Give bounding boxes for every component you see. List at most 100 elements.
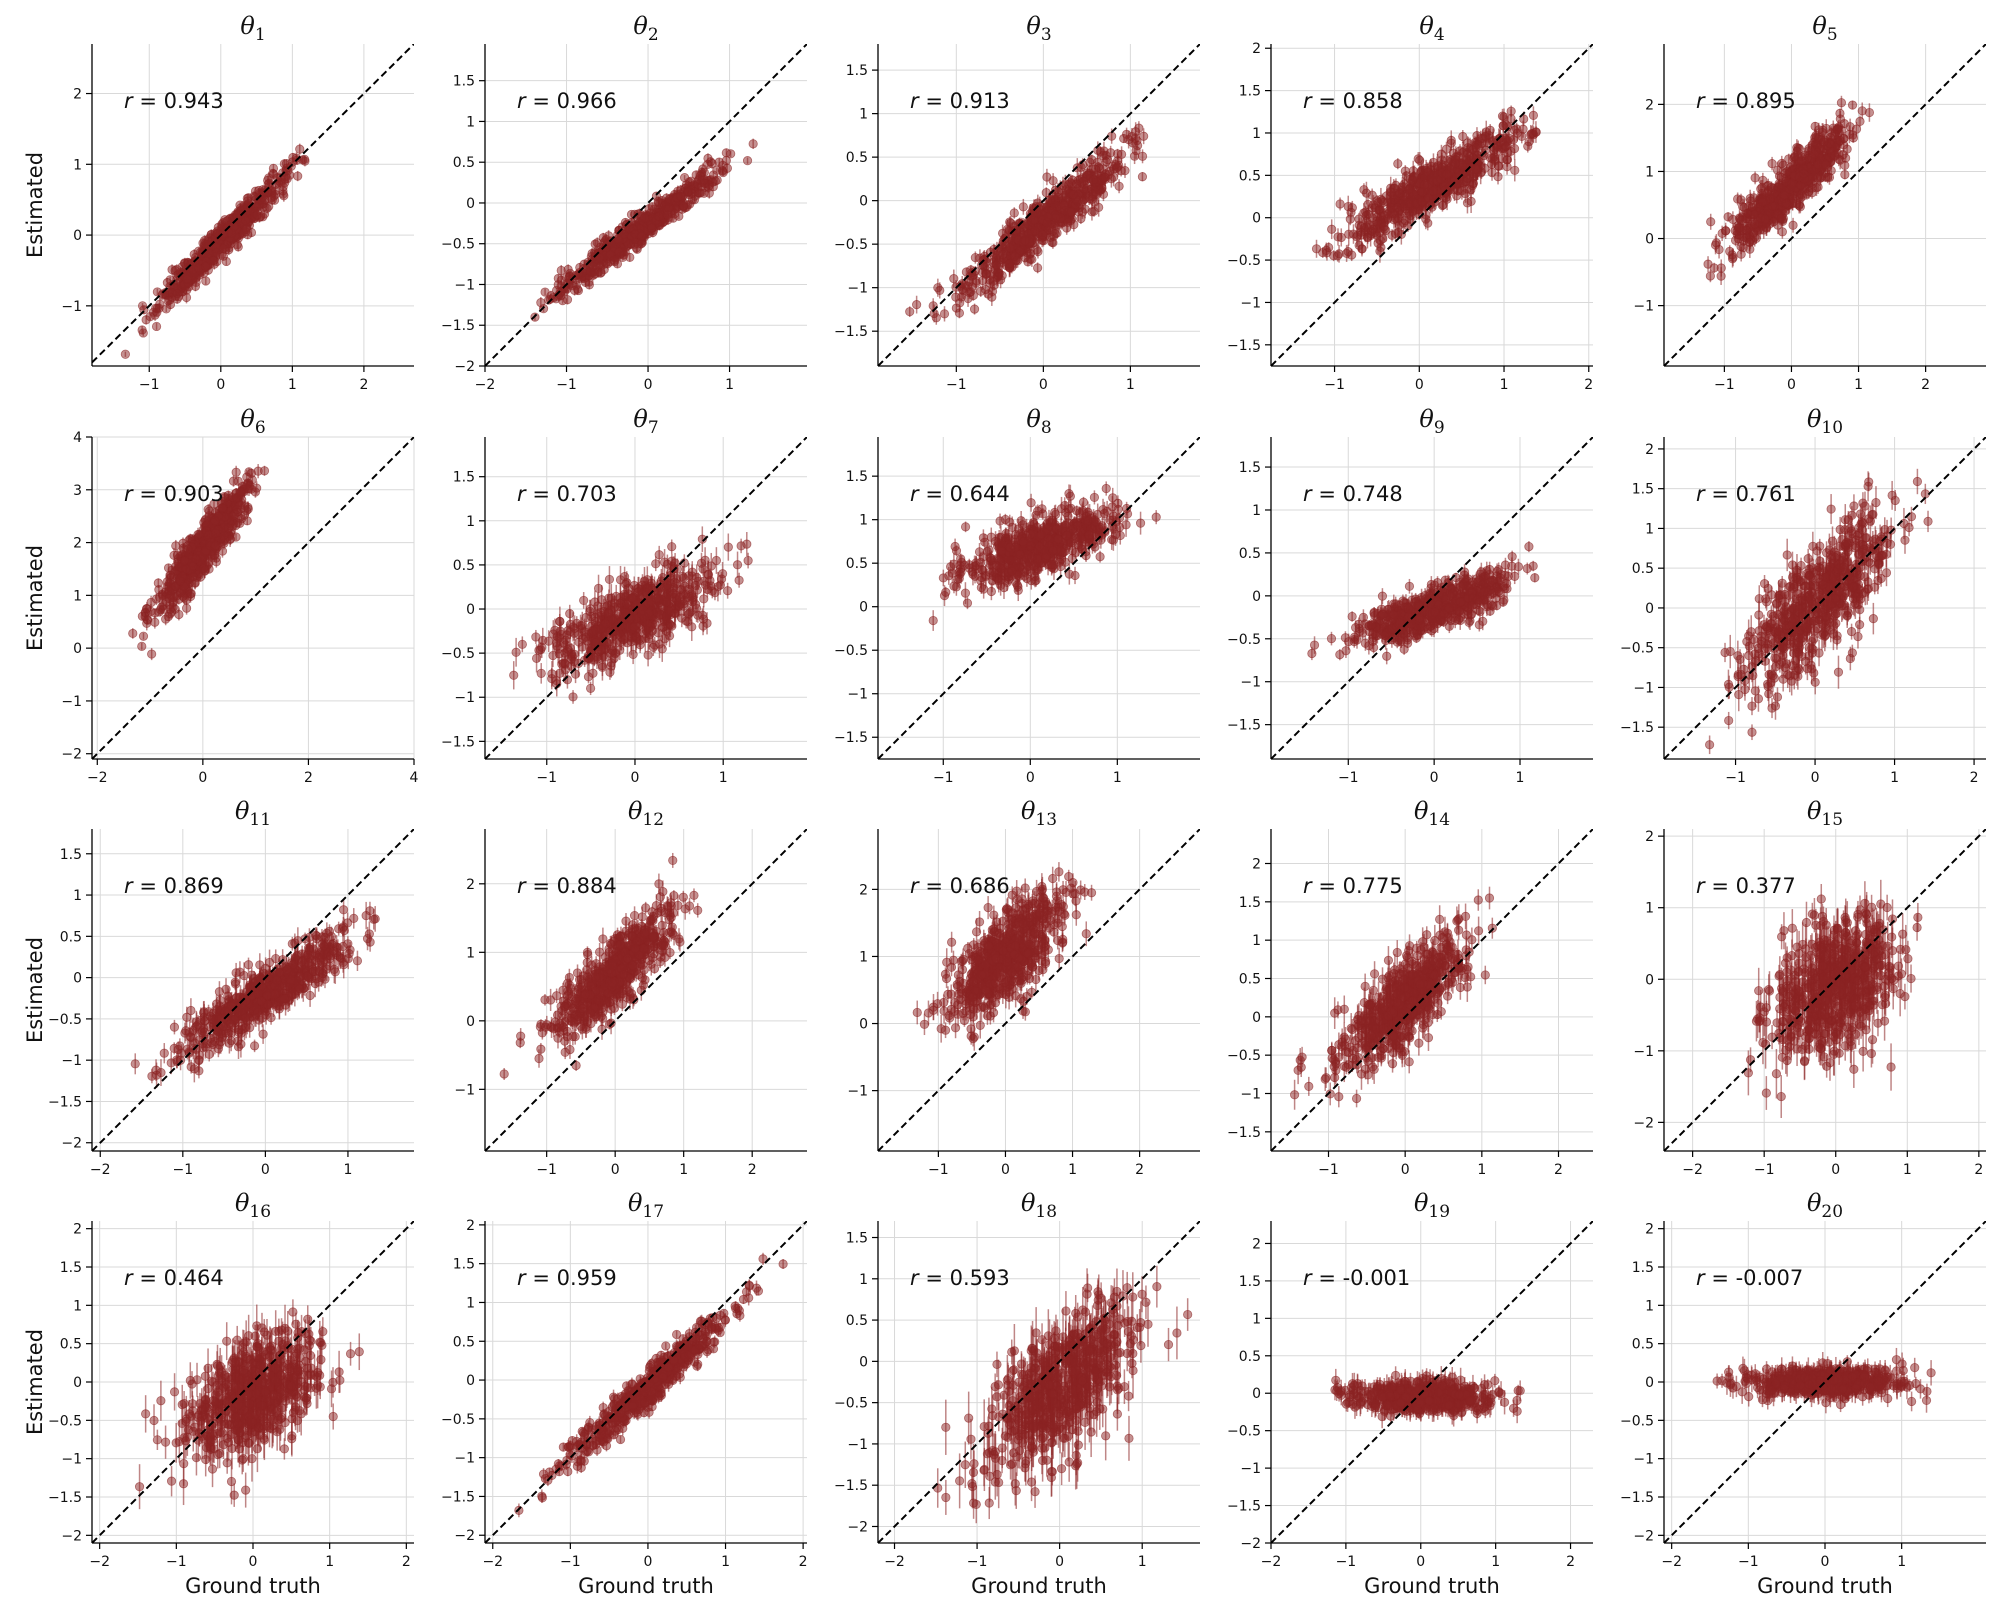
y-axis-label: Estimated xyxy=(23,152,47,258)
x-tick-label: 0 xyxy=(1415,377,1424,393)
data-point xyxy=(1085,157,1095,167)
data-point xyxy=(1504,133,1514,143)
y-tick-label: 1 xyxy=(1252,126,1261,142)
data-point xyxy=(1078,176,1088,186)
data-point xyxy=(1407,175,1417,185)
data-point xyxy=(1053,186,1063,196)
x-tick-label: −1 xyxy=(139,377,160,393)
data-point xyxy=(1524,137,1534,147)
data-point xyxy=(1367,213,1377,223)
data-point xyxy=(1045,195,1055,205)
y-tick-label: −1.5 xyxy=(1227,338,1261,354)
data-point xyxy=(1127,132,1137,142)
data-point xyxy=(619,250,629,260)
data-point xyxy=(280,174,290,184)
data-point xyxy=(1502,155,1513,165)
x-tick-label: 0 xyxy=(216,377,225,393)
data-point xyxy=(598,233,608,243)
data-point xyxy=(992,260,1002,270)
data-point xyxy=(644,204,654,214)
data-point xyxy=(556,286,567,296)
data-point xyxy=(1005,243,1015,253)
data-point xyxy=(1077,196,1088,206)
y-tick-label: 0.5 xyxy=(453,155,475,171)
data-point xyxy=(1428,186,1438,196)
data-point xyxy=(951,303,961,313)
data-point xyxy=(1501,120,1511,130)
data-point xyxy=(1442,169,1452,179)
data-point xyxy=(1436,149,1447,159)
y-tick-label: −2 xyxy=(454,359,475,375)
y-tick-label: 2 xyxy=(1252,41,1261,57)
data-point xyxy=(141,315,151,325)
y-tick-label: 1.5 xyxy=(1239,84,1261,100)
data-point xyxy=(976,286,986,296)
data-point xyxy=(987,292,997,302)
data-point xyxy=(1404,184,1414,194)
data-point xyxy=(699,188,709,198)
data-point xyxy=(1137,172,1148,182)
data-point xyxy=(1477,148,1488,158)
data-point xyxy=(1137,151,1148,161)
data-point xyxy=(1458,131,1468,142)
subplot-title: θ1 xyxy=(240,12,265,45)
y-tick-label: −1 xyxy=(454,277,475,293)
y-tick-label: 0 xyxy=(1252,211,1261,227)
data-point xyxy=(201,261,211,272)
data-point xyxy=(1446,138,1456,148)
data-point xyxy=(226,228,237,238)
points-group xyxy=(120,143,310,359)
data-point xyxy=(687,195,697,205)
data-point xyxy=(1386,188,1396,198)
data-point xyxy=(654,211,664,222)
data-point xyxy=(1033,263,1043,273)
x-tick-label: 1 xyxy=(288,377,297,393)
data-point xyxy=(283,166,293,176)
data-point xyxy=(260,195,270,205)
data-point xyxy=(1133,140,1143,151)
data-point xyxy=(208,256,218,266)
subplot-theta-3: −1 0 1 −1.5 −1 −0.5 0 0.5 1 1.5 θ3 r = 0.913 xyxy=(834,12,1200,393)
data-point xyxy=(556,265,566,276)
data-point xyxy=(241,216,251,226)
data-point xyxy=(1333,232,1343,242)
data-point xyxy=(977,260,987,270)
data-point xyxy=(1386,203,1396,213)
data-point xyxy=(584,280,594,290)
data-point xyxy=(981,269,991,280)
subplot-title: θ2 xyxy=(633,12,658,45)
y-tick-label: −1.5 xyxy=(441,318,475,334)
data-point xyxy=(742,156,753,166)
data-point xyxy=(592,238,602,248)
data-point xyxy=(1509,125,1519,135)
data-point xyxy=(1359,185,1369,195)
data-point xyxy=(905,307,915,317)
data-point xyxy=(1063,217,1073,227)
data-point xyxy=(1345,214,1355,224)
data-point xyxy=(536,298,546,308)
x-tick-label: 0 xyxy=(1039,377,1048,393)
x-tick-label: 1 xyxy=(1126,377,1135,393)
data-point xyxy=(295,144,305,154)
data-point xyxy=(1363,232,1373,243)
data-point xyxy=(218,243,228,254)
y-tick-label: −0.5 xyxy=(834,237,868,253)
data-point xyxy=(1052,228,1062,238)
data-point xyxy=(1047,237,1057,247)
data-point xyxy=(1367,190,1377,200)
subplot-title: θ3 xyxy=(1026,12,1051,45)
y-tick-label: 0 xyxy=(466,196,475,212)
subplot-theta-4: −1 0 1 2 −1.5 −1 −0.5 0 0.5 1 1.5 2 θ4 r = 0.858 xyxy=(1227,12,1593,393)
data-point xyxy=(1408,206,1418,216)
data-point xyxy=(997,270,1007,281)
correlation-label: r = 0.858 xyxy=(1303,89,1403,113)
data-point xyxy=(161,304,171,314)
data-point xyxy=(1087,194,1097,204)
correlation-label: r = 0.943 xyxy=(124,89,224,113)
points-group xyxy=(530,138,758,322)
x-tick-label: 2 xyxy=(1584,377,1593,393)
data-point xyxy=(1311,244,1322,254)
data-point xyxy=(748,139,758,149)
data-point xyxy=(264,173,274,183)
